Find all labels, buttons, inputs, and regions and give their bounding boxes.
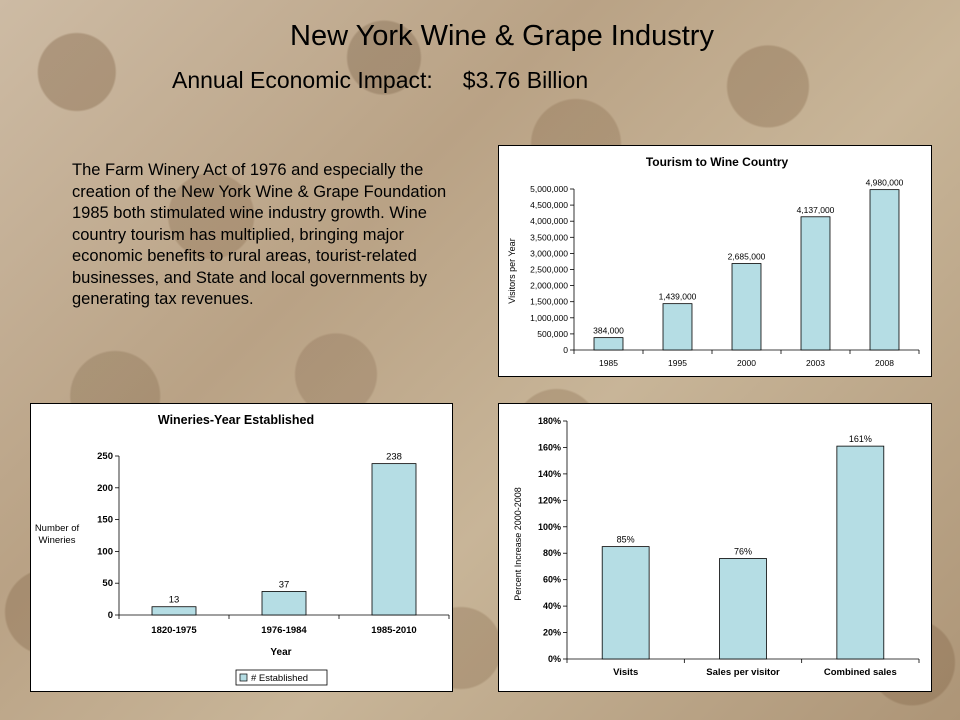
bar — [601, 546, 650, 660]
y-tick-label: 1,500,000 — [530, 297, 568, 307]
percent-increase-chart-panel: Percent Increase 2000-2008 0% 20% 40% 60% 80… — [498, 403, 932, 692]
y-tick-label: 120% — [538, 495, 561, 505]
bar-value-label: 37 — [279, 579, 290, 590]
y-tick-label: 150 — [97, 515, 113, 526]
economic-impact-value: $3.76 Billion — [462, 67, 589, 93]
y-axis-label: Number of Wineries — [35, 523, 80, 546]
y-tick-label: 4,000,000 — [530, 216, 568, 226]
y-tick-label: 140% — [538, 469, 561, 479]
y-axis-label: Visitors per Year — [507, 238, 517, 303]
y-tick-label: 500,000 — [537, 329, 568, 339]
bar — [151, 606, 197, 616]
percent-increase-chart: Percent Increase 2000-2008 0% 20% 40% 60% 80… — [513, 416, 920, 678]
x-tick-label: 1976-1984 — [261, 625, 307, 636]
y-tick-label: 0 — [108, 610, 113, 621]
bar-value-label: 1,439,000 — [659, 292, 697, 302]
y-tick-label: 100 — [97, 546, 113, 557]
bar — [731, 263, 762, 351]
x-tick-label: Visits — [613, 667, 638, 678]
bar-value-label: 4,980,000 — [866, 178, 904, 188]
y-tick-label: 100% — [538, 522, 561, 532]
y-tick-label: 2,000,000 — [530, 281, 568, 291]
bar — [593, 337, 624, 351]
y-tick-label: 80% — [543, 548, 561, 558]
x-tick-label: 2008 — [875, 358, 894, 368]
bar-value-label: 384,000 — [593, 326, 624, 336]
x-axis-label: Year — [270, 647, 291, 658]
bar-value-label: 238 — [386, 452, 402, 463]
bar-value-label: 76% — [734, 547, 752, 557]
economic-impact-label: Annual Economic Impact: — [172, 67, 433, 93]
bar — [662, 303, 693, 351]
y-tick-label: 1,000,000 — [530, 313, 568, 323]
y-tick-label: 0% — [548, 654, 561, 664]
chart-title: Wineries-Year Established — [158, 413, 314, 427]
bar-value-label: 161% — [849, 434, 872, 444]
bar-value-label: 2,685,000 — [728, 252, 766, 262]
bar — [836, 445, 885, 660]
y-tick-label: 2,500,000 — [530, 265, 568, 275]
y-tick-label: 0 — [563, 345, 568, 355]
x-tick-label: 1985-2010 — [371, 625, 416, 636]
y-tick-label: 160% — [538, 442, 561, 452]
page-title: New York Wine & Grape Industry — [290, 20, 714, 52]
bar-value-label: 13 — [169, 595, 180, 606]
y-tick-label: 60% — [543, 575, 561, 585]
page-subtitle: Annual Economic Impact: $3.76 Billion — [172, 67, 588, 94]
y-tick-label: 3,500,000 — [530, 232, 568, 242]
x-tick-label: 2000 — [737, 358, 756, 368]
bar-value-label: 4,137,000 — [797, 205, 835, 215]
bar — [261, 591, 307, 616]
x-tick-label: 2003 — [806, 358, 825, 368]
legend-label: # Established — [251, 673, 308, 684]
y-tick-label: 5,000,000 — [530, 184, 568, 194]
bar — [869, 189, 900, 351]
bar-value-label: 85% — [617, 535, 635, 545]
chart-title: Tourism to Wine Country — [646, 155, 789, 169]
y-tick-label: 3,000,000 — [530, 248, 568, 258]
bar — [800, 216, 831, 351]
intro-paragraph: The Farm Winery Act of 1976 and especial… — [72, 161, 447, 308]
x-tick-label: Combined sales — [824, 667, 897, 678]
bar — [719, 558, 767, 660]
y-tick-label: 250 — [97, 451, 113, 462]
x-tick-label: 1995 — [668, 358, 687, 368]
y-axis-label: Percent Increase 2000-2008 — [513, 487, 523, 601]
wineries-chart: Wineries-Year Established Number of Winer… — [35, 413, 450, 686]
y-tick-label: 40% — [543, 601, 561, 611]
legend: # Established — [235, 669, 328, 686]
bar — [371, 463, 417, 616]
legend-frame — [235, 669, 328, 686]
y-tick-label: 200 — [97, 483, 113, 494]
y-tick-label: 180% — [538, 416, 561, 426]
y-tick-label: 4,500,000 — [530, 200, 568, 210]
x-tick-label: 1985 — [599, 358, 618, 368]
y-tick-label: 20% — [543, 628, 561, 638]
tourism-chart-panel: Tourism to Wine Country Visitors per Yea… — [498, 145, 932, 377]
x-tick-label: 1820-1975 — [151, 625, 197, 636]
wineries-chart-panel: Wineries-Year Established Number of Winer… — [30, 403, 453, 692]
y-tick-label: 50 — [102, 578, 113, 589]
tourism-chart: Tourism to Wine Country Visitors per Yea… — [507, 155, 920, 368]
legend-swatch — [239, 673, 248, 682]
x-tick-label: Sales per visitor — [706, 667, 780, 678]
